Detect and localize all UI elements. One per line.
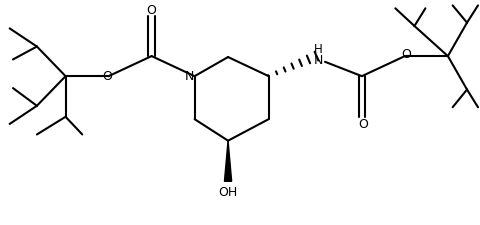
Text: O: O [147, 4, 156, 17]
Text: OH: OH [218, 185, 238, 198]
Text: O: O [401, 48, 411, 61]
Text: N: N [314, 54, 323, 67]
Text: H: H [314, 43, 323, 56]
Text: O: O [103, 69, 113, 82]
Text: N: N [185, 69, 194, 82]
Polygon shape [225, 141, 232, 182]
Text: O: O [358, 118, 368, 131]
